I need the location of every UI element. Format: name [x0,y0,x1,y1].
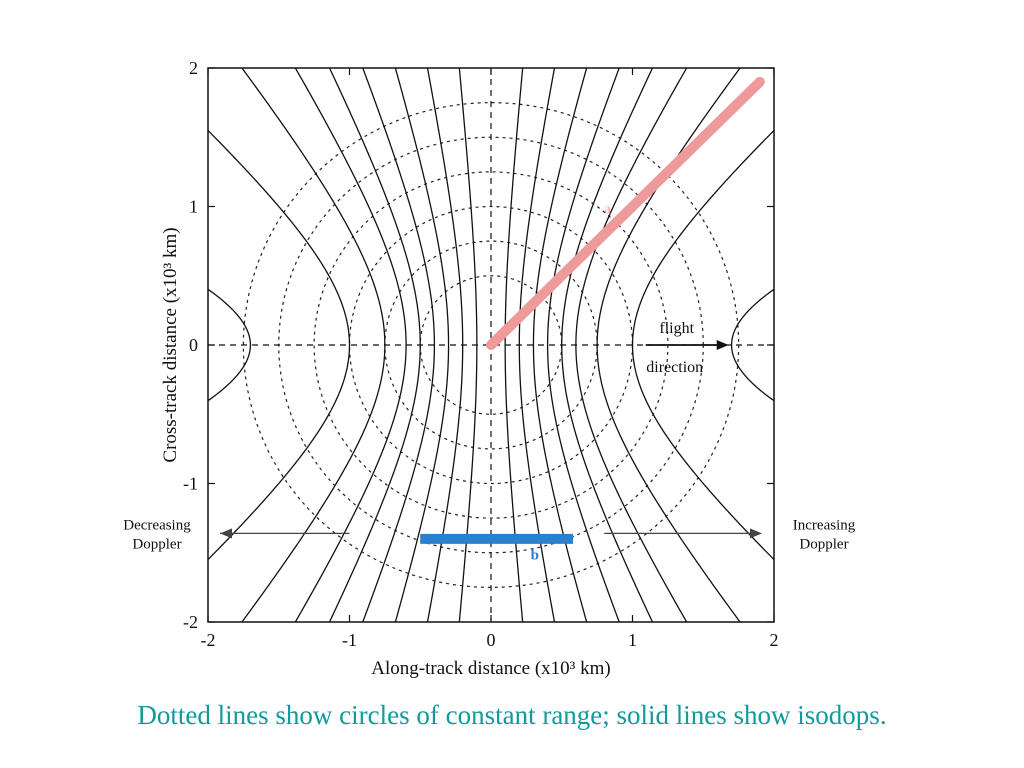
isodop-line-right-7 [631,129,774,561]
isodop-line-left-3 [362,68,436,622]
isodop-line-left-7 [208,129,351,561]
x-tick-label-3: 1 [628,630,637,650]
y-tick-label-3: 1 [189,197,198,217]
flight-label-top: flight [659,320,694,337]
y-tick-label-4: 2 [189,58,198,78]
isodop-line-left-2 [394,68,450,622]
highlight-label-b: b [531,548,539,564]
y-tick-label-0: -2 [183,612,198,632]
x-tick-label-0: -2 [201,630,216,650]
plot-area: ab [208,68,774,622]
isodop-line-left-8 [208,288,252,402]
x-tick-label-2: 0 [487,630,496,650]
y-axis-title: Cross-track distance (x10³ km) [160,227,181,462]
flight-arrow-head [716,340,729,350]
figure-caption: Dotted lines show circles of constant ra… [137,700,887,730]
x-tick-label-1: -1 [342,630,357,650]
y-tick-label-2: 0 [189,335,198,355]
decreasing-label-line1: Decreasing [123,517,191,533]
isodop-line-right-2 [532,68,588,622]
decreasing-label-line2: Doppler [132,536,181,552]
x-axis-title: Along-track distance (x10³ km) [371,658,610,679]
flight-label-bottom: direction [646,359,703,376]
increasing-label-line2: Doppler [799,536,848,552]
isodop-line-right-8 [730,288,774,402]
highlight-label-a: a [604,201,611,217]
increasing-label-line1: Increasing [793,517,856,533]
x-tick-label-4: 2 [770,630,779,650]
increasing-arrow-head [750,528,762,539]
highlight-line-a [486,76,765,350]
decreasing-arrow-head [220,528,232,539]
isodop-line-right-3 [546,68,620,622]
y-tick-label-1: -1 [183,474,198,494]
